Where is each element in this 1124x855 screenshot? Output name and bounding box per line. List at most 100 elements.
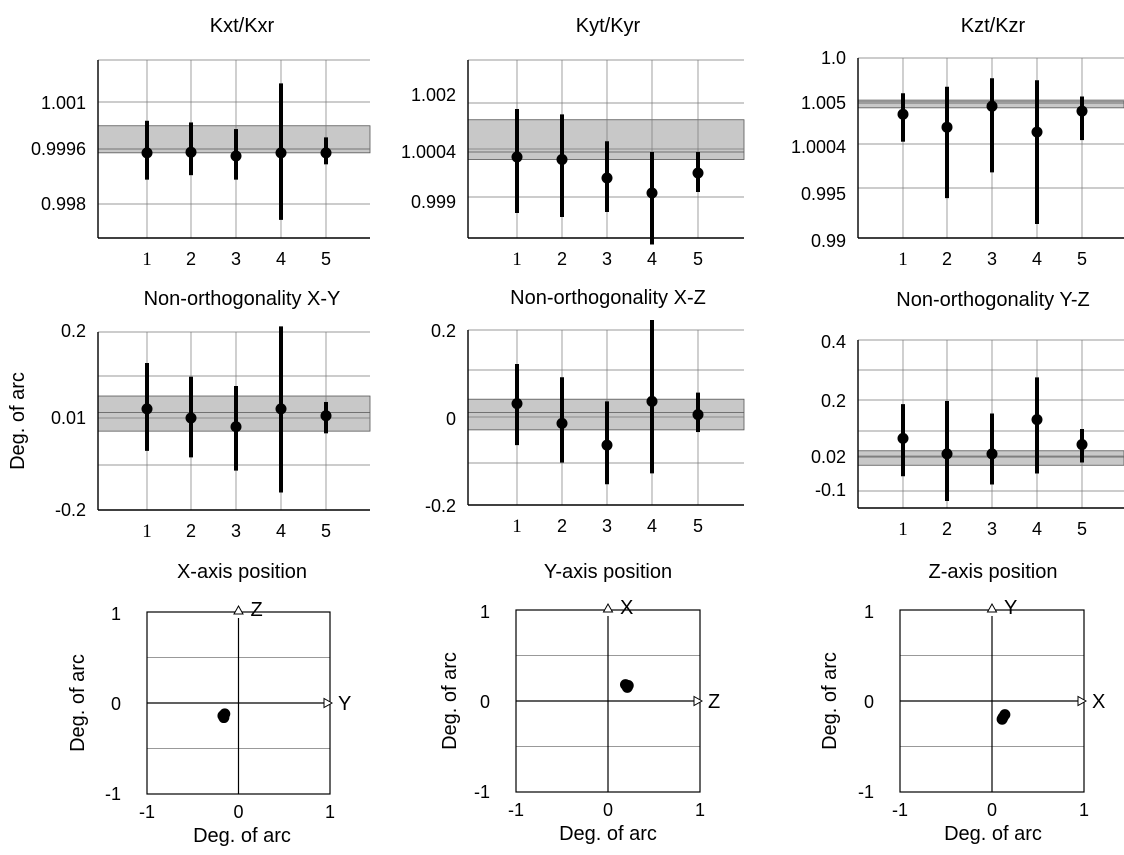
y-tick-label: 0.2 — [61, 321, 86, 341]
x-category-label: 3 — [231, 249, 241, 269]
vertical-axis-name: X — [620, 597, 633, 619]
data-point-1 — [141, 403, 153, 415]
data-point-3 — [601, 439, 613, 451]
x-category-label: 4 — [276, 521, 286, 541]
x-category-label: 3 — [602, 516, 612, 536]
y-tick-label: -0.2 — [55, 500, 86, 520]
chart-title: Non-orthogonality X-Z — [510, 287, 706, 309]
data-point-1 — [141, 147, 153, 159]
data-point-2 — [941, 121, 953, 133]
vertical-axis-arrow — [602, 602, 614, 613]
y-tick-label: -0.2 — [425, 496, 456, 516]
x-tick-label: 0 — [233, 802, 243, 822]
x-tick-label: 1 — [695, 800, 705, 820]
data-point-1 — [511, 151, 523, 163]
horizontal-axis-arrow — [693, 695, 704, 707]
x-category-label: 5 — [693, 516, 703, 536]
horizontal-axis-arrow — [323, 697, 334, 709]
vertical-axis-arrow — [986, 602, 998, 613]
x-category-label: 4 — [1032, 519, 1042, 539]
y-tick-label: 0 — [111, 694, 121, 714]
panel-xpos: Y Z X-axis position 1 0 -1 -1 0 1 Deg. of arc Deg.… — [67, 561, 351, 847]
y-tick-label: -1 — [858, 782, 874, 802]
y-axis-label: Deg. of arc — [7, 372, 29, 470]
data-point-1 — [897, 432, 909, 444]
data-point-4 — [646, 395, 658, 407]
y-tick-label: 1.005 — [801, 93, 846, 113]
x-category-label: 2 — [942, 249, 952, 269]
x-category-label: 1 — [512, 249, 522, 270]
y-tick-label: 0.999 — [411, 192, 456, 212]
vertical-axis-arrow — [233, 604, 244, 615]
x-category-label: 4 — [1032, 249, 1042, 269]
x-category-label: 1 — [512, 516, 522, 537]
data-point-3 — [230, 150, 242, 162]
x-category-label: 1 — [898, 519, 908, 540]
data-point-3 — [601, 172, 613, 184]
x-category-label: 2 — [942, 519, 952, 539]
x-axis-label: Deg. of arc — [559, 823, 657, 845]
x-tick-label: -1 — [508, 800, 524, 820]
data-point-1 — [511, 398, 523, 410]
data-point-5 — [320, 410, 332, 422]
data-point-4 — [275, 403, 287, 415]
data-point-5 — [1076, 439, 1088, 451]
y-tick-label: 0.9996 — [31, 139, 86, 159]
data-point-2 — [556, 154, 568, 165]
horizontal-axis-arrow — [1077, 695, 1088, 707]
x-category-label: 3 — [602, 249, 612, 269]
y-tick-label: 0.02 — [811, 447, 846, 467]
x-category-label: 1 — [142, 249, 152, 270]
x-category-label: 3 — [231, 521, 241, 541]
data-point-4 — [275, 147, 287, 159]
x-category-label: 3 — [987, 249, 997, 269]
chart-title: Kyt/Kyr — [576, 15, 641, 37]
chart-title: Non-orthogonality X-Y — [144, 288, 341, 310]
panel-xz: Non-orthogonality X-Z 0.2 0 -0.2 1 2 3 4 5 — [425, 287, 745, 537]
panel-kz: Kzt/Kzr 1.0 1.005 1.0004 0.995 0.99 1 2 3 4 5 — [791, 15, 1124, 270]
x-category-label: 5 — [1077, 519, 1087, 539]
x-category-label: 1 — [142, 521, 152, 542]
y-tick-label: 0 — [446, 409, 456, 429]
chart-title: Y-axis position — [544, 561, 672, 583]
x-category-label: 5 — [693, 249, 703, 269]
y-tick-label: 0.2 — [821, 391, 846, 411]
y-tick-label: 0.2 — [431, 321, 456, 341]
data-point-4 — [646, 187, 658, 199]
y-tick-label: 1.0 — [821, 48, 846, 68]
x-tick-label: 1 — [325, 802, 335, 822]
x-category-label: 5 — [321, 521, 331, 541]
y-tick-label: -1 — [474, 782, 490, 802]
y-tick-label: 1 — [480, 602, 490, 622]
x-tick-label: -1 — [892, 800, 908, 820]
data-point-5 — [692, 167, 704, 179]
data-point-2 — [941, 448, 953, 460]
panel-xy: Non-orthogonality X-Y 0.2 0.01 -0.2 1 2 3 4 5 Deg… — [7, 288, 371, 542]
x-category-label: 5 — [321, 249, 331, 269]
y-tick-label: 1.0004 — [791, 137, 846, 157]
panel-kx: Kxt/Kxr 1.001 0.9996 0.998 1 2 3 4 5 — [31, 15, 371, 270]
y-tick-label: -1 — [105, 784, 121, 804]
y-tick-label: 0 — [480, 692, 490, 712]
chart-title: Z-axis position — [929, 561, 1058, 583]
x-category-label: 2 — [186, 521, 196, 541]
y-tick-label: 1 — [111, 604, 121, 624]
vertical-axis-name: Y — [1004, 597, 1017, 619]
panel-ypos: Z X Y-axis position 1 0 -1 -1 0 1 Deg. of arc Deg.… — [439, 561, 720, 845]
vertical-axis-name: Z — [251, 599, 263, 621]
y-tick-label: 0.4 — [821, 332, 846, 352]
data-point-3 — [986, 100, 998, 112]
x-tick-label: 1 — [1079, 800, 1089, 820]
data-point — [218, 712, 230, 724]
y-tick-label: 0 — [864, 692, 874, 712]
data-point-3 — [230, 421, 242, 433]
x-tick-label: 0 — [987, 800, 997, 820]
horizontal-axis-name: Y — [338, 693, 351, 715]
x-category-label: 3 — [987, 519, 997, 539]
y-tick-label: 0.998 — [41, 194, 86, 214]
chart-title: Kxt/Kxr — [210, 15, 275, 37]
x-category-label: 2 — [557, 516, 567, 536]
y-axis-label: Deg. of arc — [439, 652, 461, 750]
horizontal-axis-name: X — [1092, 691, 1105, 713]
chart-title: X-axis position — [177, 561, 307, 583]
